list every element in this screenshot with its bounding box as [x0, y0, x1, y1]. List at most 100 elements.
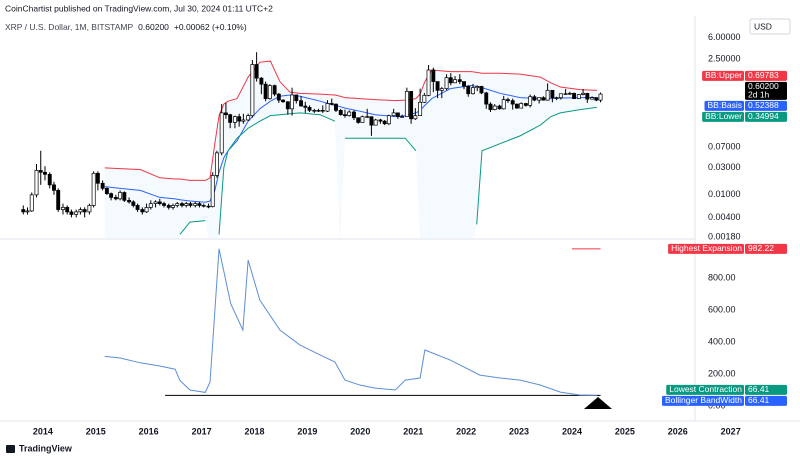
candle-body [334, 103, 338, 111]
value-label-box [745, 111, 787, 122]
candle-body [312, 110, 317, 112]
candle-body [550, 89, 555, 98]
candle-body [466, 85, 471, 95]
band-line [104, 60, 597, 181]
candle-body [219, 112, 224, 154]
indicator-pane [104, 248, 601, 396]
x-tick-label: 2025 [615, 426, 635, 436]
candle-body [590, 97, 595, 100]
candle-body [285, 101, 290, 110]
candle-body [514, 103, 519, 109]
candle-body [479, 86, 484, 94]
candle-body [545, 89, 550, 101]
candle-body [232, 116, 237, 123]
candle-body [422, 95, 427, 103]
candle-body [343, 114, 347, 117]
candle-body [43, 171, 47, 175]
candle-body [91, 172, 96, 206]
candle-body [237, 116, 242, 122]
value-label-box [745, 81, 787, 100]
x-tick-label: 2021 [403, 426, 423, 436]
candle-body [140, 209, 145, 213]
candle-body [594, 97, 599, 101]
candle-body [352, 111, 356, 119]
candle-body [457, 79, 462, 82]
candle-body [471, 87, 475, 95]
legend-price: 0.60200 [138, 22, 169, 32]
x-tick-label: 2022 [456, 426, 476, 436]
candle-body [576, 94, 581, 99]
axes: 2014 2015 2016 2017 2018 2019 2020 2021 2022 2023… [33, 32, 741, 437]
candle-body [325, 103, 330, 112]
name-label: BB:Lower [705, 111, 742, 121]
candle-body [299, 100, 304, 107]
x-tick-label: 2014 [33, 426, 53, 436]
candle-body [439, 88, 444, 91]
candle-body [378, 119, 383, 122]
candle-body [166, 205, 171, 208]
countdown-label: 2d 1h [748, 90, 770, 100]
candle-body [501, 99, 506, 110]
candle-body [65, 207, 70, 213]
candle-body [201, 205, 206, 207]
candle-body [263, 83, 268, 99]
value-label: 0.69783 [748, 70, 779, 80]
candle-body [391, 112, 396, 117]
candle-body [267, 85, 272, 99]
arrow-marker [584, 397, 612, 409]
currency[interactable]: USD [754, 21, 772, 31]
candle-body [34, 170, 39, 196]
candle-body [193, 203, 198, 206]
candle-body [118, 192, 123, 200]
indicator-line [104, 248, 597, 396]
candle-body [259, 77, 264, 85]
value-label: 0.52388 [748, 100, 779, 110]
candle-body [360, 116, 365, 123]
candle-body [135, 205, 140, 210]
candle-body [581, 92, 586, 95]
candle-body [505, 99, 510, 102]
x-tick-label: 2019 [297, 426, 317, 436]
x-tick-label: 2020 [350, 426, 370, 436]
candle-body [109, 193, 114, 198]
candle-body [338, 110, 343, 116]
candle-body [82, 209, 87, 213]
candle-body [448, 77, 453, 84]
y-tick-label: 600.00 [708, 304, 736, 314]
value-label: 982.22 [748, 243, 774, 253]
candle-body [413, 115, 418, 120]
candle-body [184, 203, 189, 206]
candle-body [475, 86, 480, 89]
candle-body [69, 211, 74, 215]
candle-body [100, 182, 105, 189]
candle-body [537, 97, 542, 101]
brand: TradingView [6, 443, 73, 453]
candle-body [272, 85, 277, 95]
candle-body [303, 105, 308, 108]
candle-body [373, 119, 378, 126]
candle-body [400, 116, 405, 118]
candle-body [47, 174, 52, 186]
candle-body [320, 110, 325, 112]
candle-body [369, 116, 374, 126]
currency-box[interactable] [749, 18, 791, 35]
candle-body [148, 203, 153, 208]
value-label: 66.41 [748, 384, 770, 394]
candle-body [250, 64, 255, 117]
candle-body [382, 120, 387, 125]
y-tick-label: 0.03000 [708, 162, 741, 172]
candle-body [78, 209, 83, 213]
candle-body [510, 100, 515, 105]
x-tick-label: 2023 [509, 426, 529, 436]
name-label: BB:Basis [708, 100, 743, 110]
candle-body [122, 192, 127, 201]
value-label: 66.41 [748, 395, 770, 405]
candle-body [38, 170, 43, 173]
symbol: XRP / U.S. Dollar, 1M, BITSTAMP [5, 22, 133, 32]
candle-body [21, 209, 26, 213]
name-label-box [668, 243, 744, 254]
candle-body [519, 103, 524, 109]
x-tick-label: 2015 [86, 426, 106, 436]
